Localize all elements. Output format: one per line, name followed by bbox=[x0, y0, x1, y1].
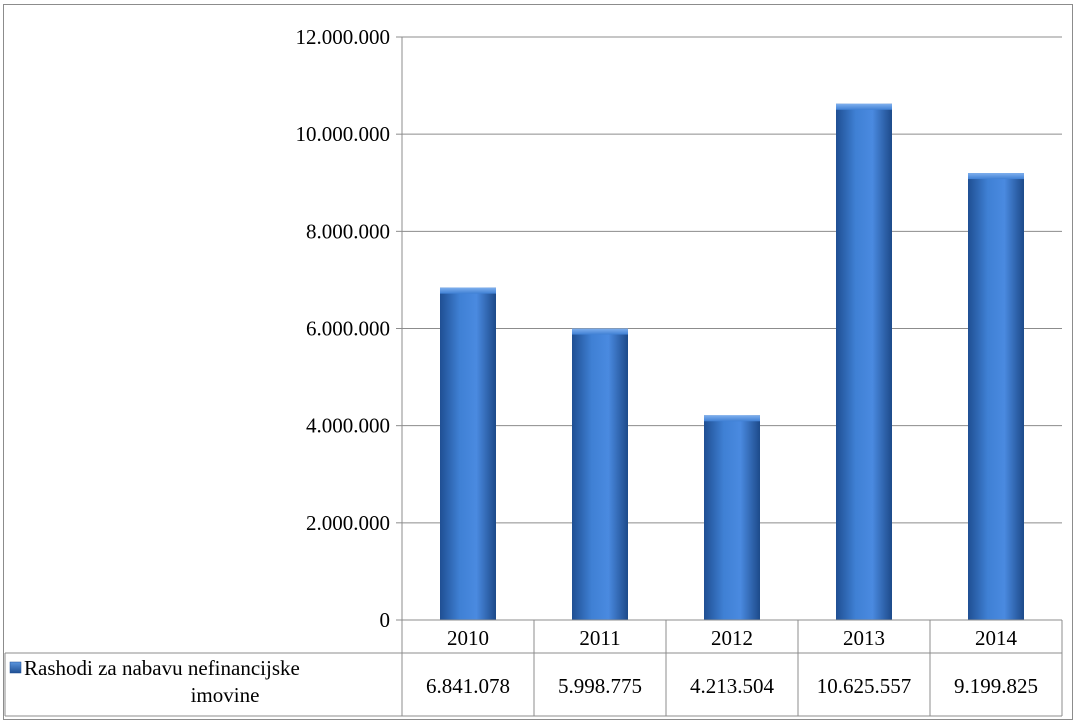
y-tick-label: 8.000.000 bbox=[306, 219, 390, 243]
x-category-label: 2010 bbox=[447, 626, 489, 650]
legend-swatch bbox=[10, 662, 21, 673]
y-tick-label: 4.000.000 bbox=[306, 414, 390, 438]
x-category-label: 2013 bbox=[843, 626, 885, 650]
bar bbox=[704, 415, 760, 620]
data-label: 6.841.078 bbox=[426, 674, 510, 698]
y-tick-label: 10.000.000 bbox=[296, 122, 391, 146]
bar-cap bbox=[440, 288, 496, 294]
y-tick-label: 0 bbox=[380, 608, 391, 632]
x-category-label: 2012 bbox=[711, 626, 753, 650]
bar bbox=[968, 173, 1024, 620]
x-category-label: 2011 bbox=[579, 626, 620, 650]
bar bbox=[440, 288, 496, 620]
bar-2013 bbox=[836, 104, 892, 620]
x-category-label: 2014 bbox=[975, 626, 1018, 650]
y-tick-label: 2.000.000 bbox=[306, 511, 390, 535]
legend-label-line-1: Rashodi za nabavu nefinancijske bbox=[24, 656, 300, 680]
data-label: 4.213.504 bbox=[690, 674, 775, 698]
legend-label-line-2: imovine bbox=[191, 683, 260, 707]
bar-cap bbox=[704, 415, 760, 421]
y-tick-label: 12.000.000 bbox=[296, 25, 391, 49]
bar-2011 bbox=[572, 329, 628, 620]
bar bbox=[572, 329, 628, 620]
y-axis-ticks: 0 2.000.000 4.000.000 6.000.000 8.000.000 10.… bbox=[296, 25, 391, 632]
bar-cap bbox=[836, 104, 892, 110]
data-label: 9.199.825 bbox=[954, 674, 1038, 698]
bar-2010 bbox=[440, 288, 496, 620]
bar-cap bbox=[968, 173, 1024, 179]
data-table: 2010 6.841.078 2011 5.998.775 2012 4.213.504 2… bbox=[5, 620, 1062, 716]
bar-2014 bbox=[968, 173, 1024, 620]
data-label: 5.998.775 bbox=[558, 674, 642, 698]
data-label: 10.625.557 bbox=[817, 674, 912, 698]
y-tick-label: 6.000.000 bbox=[306, 317, 390, 341]
bar bbox=[836, 104, 892, 620]
bar-2012 bbox=[704, 415, 760, 620]
bars bbox=[440, 104, 1024, 620]
bar-cap bbox=[572, 329, 628, 335]
